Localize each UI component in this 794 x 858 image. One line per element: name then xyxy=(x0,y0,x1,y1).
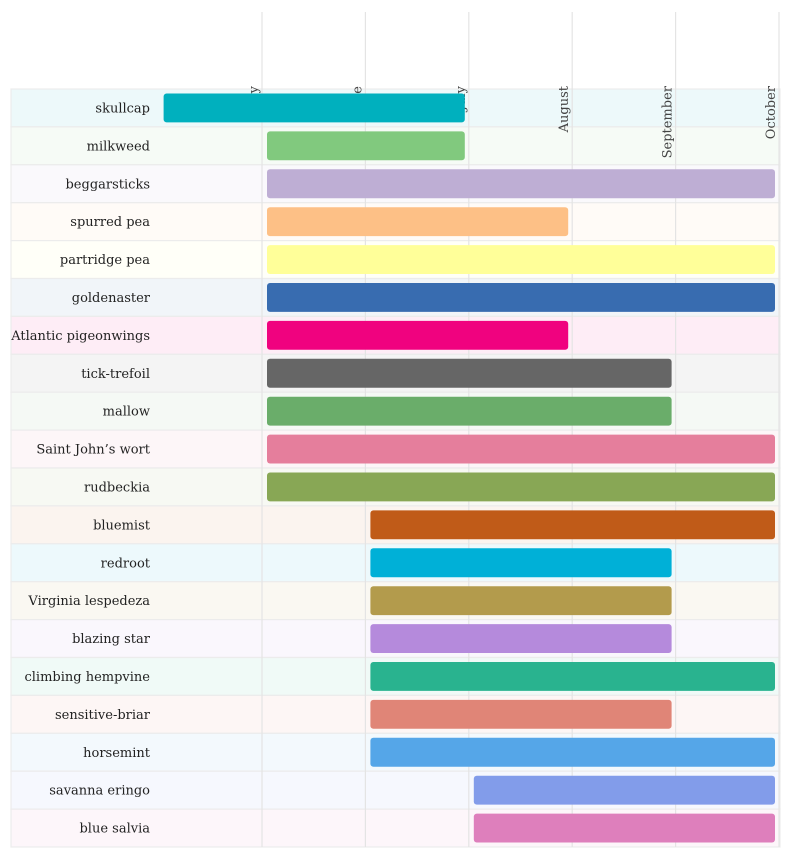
bar xyxy=(267,434,775,464)
row-label: skullcap xyxy=(95,101,150,116)
row-label: Virginia lespedeza xyxy=(27,594,150,609)
row-label: tick-trefoil xyxy=(81,367,150,382)
bar xyxy=(473,775,775,805)
row-label: partridge pea xyxy=(60,253,150,268)
row-label: blazing star xyxy=(72,632,151,647)
bar xyxy=(267,245,775,274)
row-label: Atlantic pigeonwings xyxy=(10,329,150,344)
bar xyxy=(267,472,775,502)
row-label: mallow xyxy=(103,405,150,420)
row-label: blue salvia xyxy=(79,822,150,837)
bar xyxy=(267,320,569,350)
row-label: horsemint xyxy=(83,746,151,761)
row-label: sensitive-briar xyxy=(55,708,151,723)
bar xyxy=(267,396,672,426)
x-tick-label: August xyxy=(557,85,572,133)
row-label: Saint John’s wort xyxy=(36,443,150,458)
bar xyxy=(267,169,775,199)
row-label: beggarsticks xyxy=(65,177,150,192)
bars xyxy=(163,93,775,843)
bar xyxy=(370,586,672,616)
x-tick-label: September xyxy=(661,85,676,158)
bar xyxy=(370,662,775,691)
bar xyxy=(163,93,465,123)
bar xyxy=(370,510,775,540)
row-label: rudbeckia xyxy=(84,480,150,495)
row-label: redroot xyxy=(101,556,151,571)
row-labels: skullcap milkweed beggarsticks spurred pea p… xyxy=(10,101,151,836)
bar xyxy=(267,358,672,388)
row-label: spurred pea xyxy=(70,215,150,230)
bar xyxy=(370,737,775,767)
x-tick-label: October xyxy=(764,85,779,139)
bar xyxy=(267,207,569,237)
row-bands xyxy=(10,88,781,848)
bar xyxy=(473,813,775,843)
bar xyxy=(370,548,672,578)
bar xyxy=(370,624,672,653)
row-label: bluemist xyxy=(93,518,151,533)
bar xyxy=(267,131,465,161)
bar xyxy=(370,699,672,729)
bar xyxy=(267,283,775,312)
row-label: savanna eringo xyxy=(49,784,150,799)
row-label: goldenaster xyxy=(72,291,151,306)
row-label: milkweed xyxy=(87,139,150,154)
row-label: climbing hempvine xyxy=(24,670,150,685)
